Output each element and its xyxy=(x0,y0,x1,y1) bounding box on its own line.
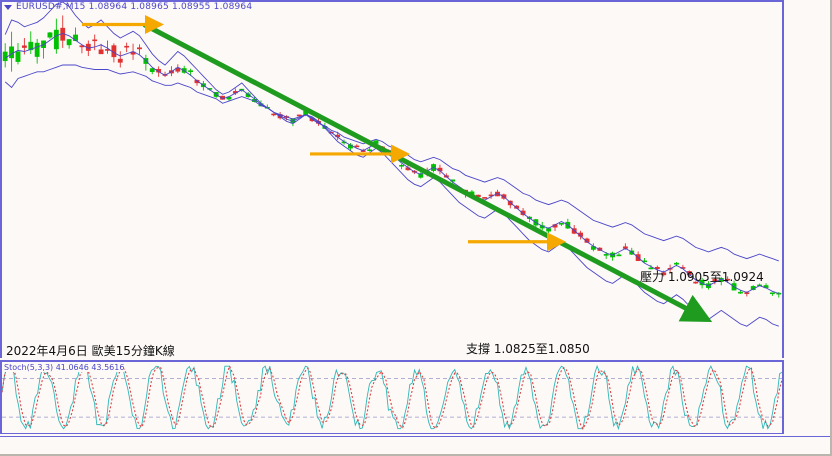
support-annotation: 支撐 1.0825至1.0850 xyxy=(466,342,590,356)
price-chart-pane[interactable] xyxy=(0,0,784,358)
chevron-down-icon[interactable] xyxy=(4,4,12,10)
time-axis[interactable]: 30 Mar 202230 Mar 16:1531 Mar 00:1531 Ma… xyxy=(0,436,832,456)
stochastic-indicator-pane[interactable] xyxy=(0,360,784,434)
indicator-header-label: Stoch(5,3,3) 41.0646 43.5616 xyxy=(4,363,125,372)
resistance-annotation: 壓力 1.0905至1.0924 xyxy=(640,270,764,284)
chart-overlay-drawings[interactable] xyxy=(2,2,782,356)
symbol-header[interactable]: EURUSD#,M15 1.08964 1.08965 1.08955 1.08… xyxy=(4,2,252,12)
symbol-quote-label: EURUSD#,M15 1.08964 1.08965 1.08955 1.08… xyxy=(16,2,253,12)
price-axis[interactable]: 1.119801.117801.115851.113901.111951.109… xyxy=(784,0,832,436)
stochastic-canvas xyxy=(2,364,782,431)
downtrend-line[interactable] xyxy=(142,22,713,323)
chart-date-caption: 2022年4月6日 歐美15分鐘K線 xyxy=(6,344,175,358)
